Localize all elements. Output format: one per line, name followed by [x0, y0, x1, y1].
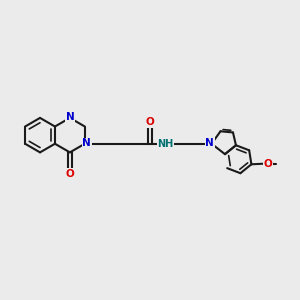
Text: O: O [146, 117, 154, 128]
Text: N: N [65, 112, 74, 122]
Text: N: N [82, 138, 91, 148]
Text: O: O [264, 159, 272, 169]
Text: NH: NH [158, 139, 174, 149]
Text: O: O [65, 169, 74, 179]
Text: N: N [205, 138, 214, 148]
